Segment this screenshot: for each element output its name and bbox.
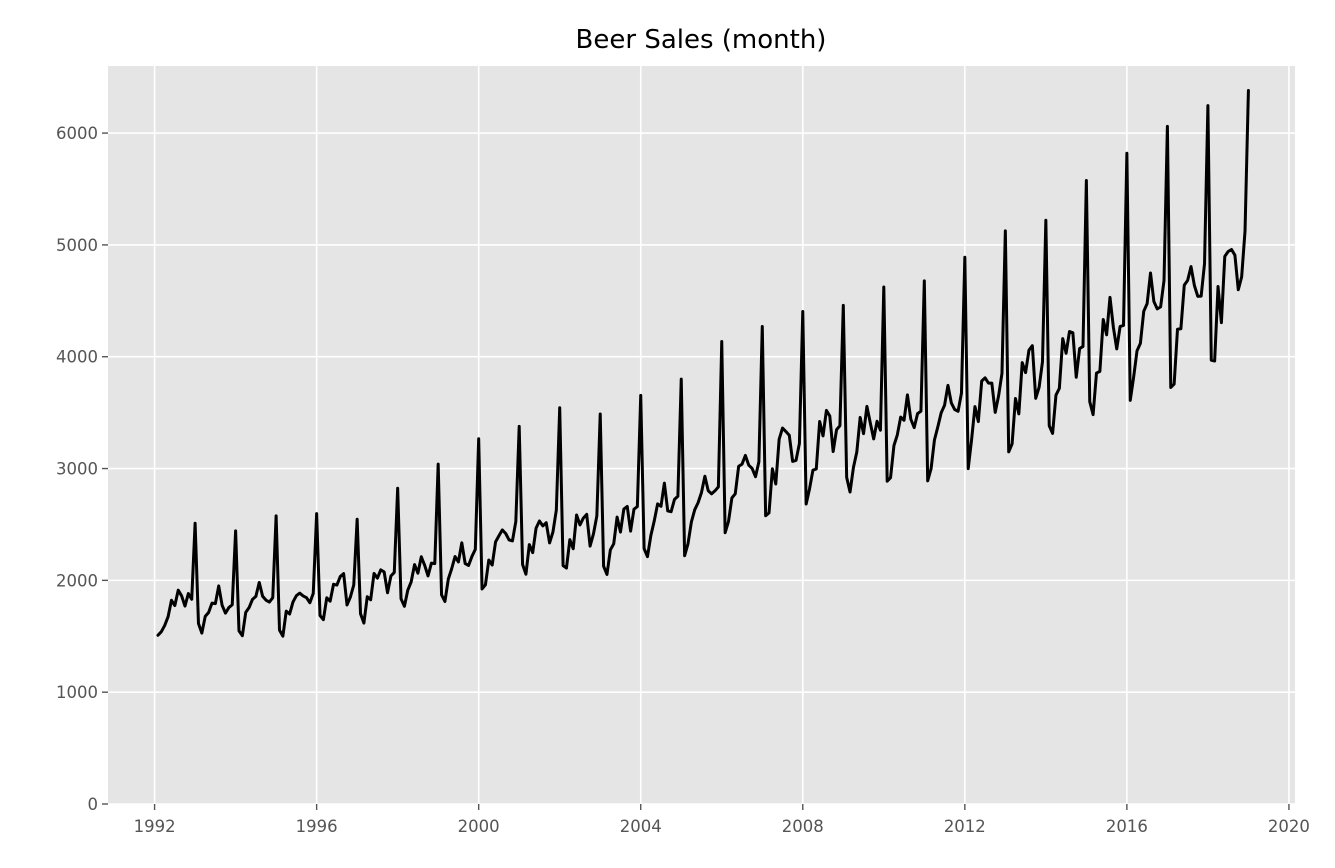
x-tick-label: 2016 (1106, 817, 1148, 836)
plot-area (108, 66, 1295, 804)
y-tick-label: 6000 (56, 124, 98, 143)
x-tick-label: 2000 (458, 817, 500, 836)
x-tick-label: 2012 (944, 817, 986, 836)
chart-title: Beer Sales (month) (576, 25, 827, 55)
axis-ticks: 1992 1996 2000 2004 2008 2012 2016 2020 0 1000 200… (56, 124, 1310, 836)
grid-lines (108, 66, 1295, 805)
y-tick-label: 5000 (56, 236, 98, 255)
y-tick-label: 4000 (56, 348, 98, 367)
x-tick-label: 2020 (1268, 817, 1310, 836)
y-tick-label: 0 (88, 795, 99, 814)
x-tick-label: 2004 (620, 817, 662, 836)
y-tick-label: 2000 (56, 571, 98, 590)
y-tick-label: 3000 (56, 460, 98, 479)
x-tick-label: 1996 (296, 817, 338, 836)
series-line (156, 88, 1250, 638)
y-tick-label: 1000 (56, 683, 98, 702)
x-tick-label: 1992 (134, 817, 176, 836)
x-tick-label: 2008 (782, 817, 824, 836)
